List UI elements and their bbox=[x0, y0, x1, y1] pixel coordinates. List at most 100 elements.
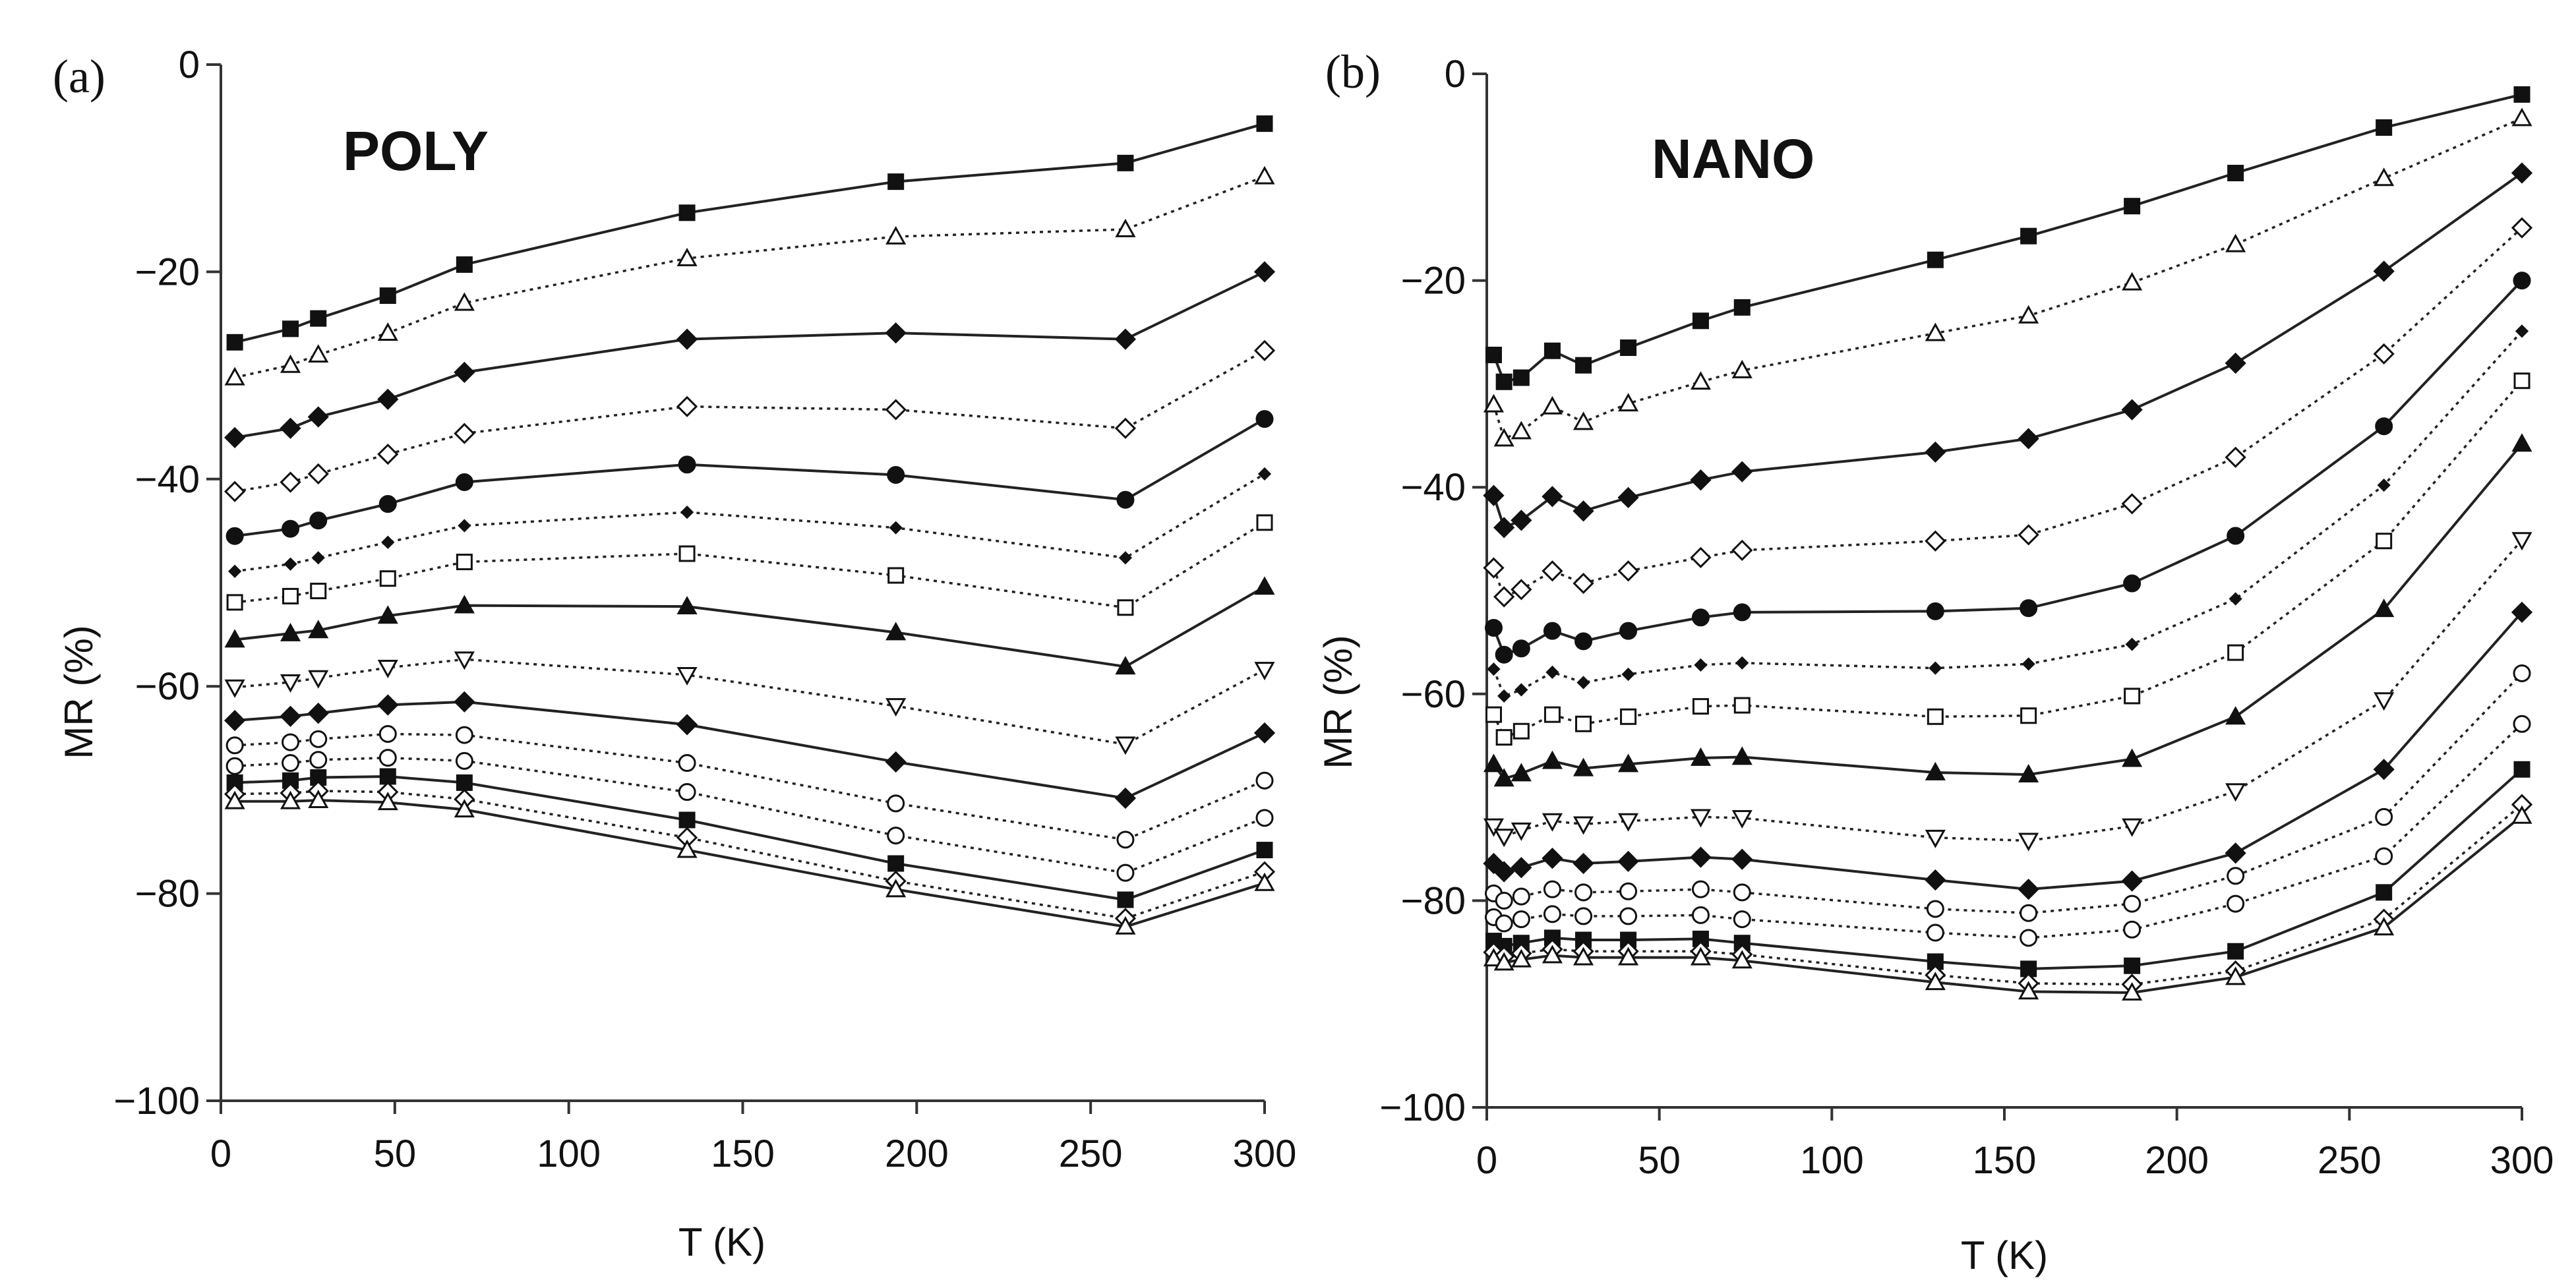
data-point bbox=[224, 366, 245, 386]
data-point bbox=[1485, 346, 1502, 363]
data-point bbox=[2020, 929, 2038, 947]
data-point bbox=[1690, 747, 1712, 766]
data-point bbox=[1926, 923, 1944, 942]
data-point bbox=[1256, 842, 1273, 859]
data-point bbox=[454, 361, 475, 384]
data-point bbox=[309, 730, 328, 748]
data-point bbox=[1115, 656, 1136, 675]
data-point bbox=[1255, 771, 1274, 790]
data-point bbox=[1694, 658, 1708, 672]
data-point bbox=[1574, 883, 1593, 902]
data-point bbox=[1925, 441, 1946, 463]
y-tick-label: −20 bbox=[135, 250, 200, 293]
y-tick-label: −100 bbox=[113, 1080, 200, 1123]
series-1 bbox=[226, 115, 1273, 351]
data-point bbox=[224, 481, 246, 502]
data-point bbox=[2513, 272, 2531, 290]
data-point bbox=[2125, 637, 2139, 651]
data-point bbox=[885, 751, 907, 773]
data-point bbox=[2018, 833, 2039, 852]
data-point bbox=[2511, 433, 2532, 452]
data-point bbox=[227, 564, 242, 578]
data-point bbox=[311, 551, 325, 565]
x-tick-label: 150 bbox=[711, 1132, 775, 1175]
y-tick-label: −40 bbox=[1401, 466, 1466, 509]
data-point bbox=[378, 495, 397, 513]
data-point bbox=[2376, 533, 2393, 550]
y-tick-label: −20 bbox=[1401, 260, 1466, 303]
y-tick-label: −80 bbox=[1401, 879, 1466, 922]
y-tick-label: 0 bbox=[179, 44, 200, 86]
data-point bbox=[282, 320, 299, 337]
data-point bbox=[1483, 948, 1505, 967]
data-point bbox=[2376, 119, 2393, 136]
x-axis-label: T (K) bbox=[1961, 1233, 2048, 1277]
data-point bbox=[280, 471, 301, 493]
data-point bbox=[1118, 551, 1133, 565]
data-point bbox=[1731, 848, 1753, 870]
series-11 bbox=[225, 725, 1274, 849]
data-point bbox=[676, 839, 698, 858]
data-point bbox=[226, 334, 243, 351]
data-point bbox=[1542, 750, 1563, 769]
series-3 bbox=[1483, 162, 2533, 539]
x-tick-label: 200 bbox=[885, 1132, 949, 1175]
data-point bbox=[1543, 342, 1561, 359]
data-point bbox=[377, 443, 399, 465]
data-point bbox=[454, 651, 475, 670]
data-point bbox=[887, 827, 905, 845]
chart-title-poly: POLY bbox=[343, 120, 489, 182]
data-point bbox=[379, 287, 396, 305]
data-point bbox=[308, 620, 329, 639]
data-point bbox=[2018, 879, 2039, 900]
data-point bbox=[1511, 763, 1532, 782]
data-point bbox=[2124, 687, 2141, 705]
data-point bbox=[378, 749, 397, 767]
series-4 bbox=[224, 339, 1276, 502]
y-tick-label: −60 bbox=[1401, 673, 1466, 716]
series-2 bbox=[1483, 107, 2532, 447]
data-point bbox=[377, 660, 398, 678]
x-tick-label: 250 bbox=[2318, 1139, 2381, 1182]
data-point bbox=[1925, 761, 1946, 780]
data-point bbox=[308, 344, 329, 363]
data-point bbox=[1573, 500, 1594, 522]
data-point bbox=[378, 725, 397, 744]
data-point bbox=[1484, 618, 1503, 637]
data-point bbox=[1511, 822, 1532, 841]
data-point bbox=[455, 473, 473, 492]
data-point bbox=[1255, 809, 1274, 827]
data-point bbox=[2513, 715, 2531, 733]
data-point bbox=[454, 292, 475, 311]
data-point bbox=[1115, 218, 1136, 237]
data-point bbox=[225, 757, 244, 775]
data-point bbox=[1733, 603, 1751, 622]
data-point bbox=[1513, 722, 1530, 740]
data-point bbox=[310, 583, 327, 600]
data-point bbox=[1925, 972, 1946, 991]
data-point bbox=[2018, 981, 2039, 1000]
data-point bbox=[1254, 872, 1275, 891]
series-1 bbox=[1485, 86, 2531, 390]
series-11 bbox=[1484, 664, 2531, 922]
data-point bbox=[2376, 884, 2393, 901]
data-point bbox=[1617, 486, 1639, 509]
data-point bbox=[2018, 428, 2039, 450]
series-8 bbox=[1483, 433, 2532, 787]
data-point bbox=[2373, 343, 2395, 365]
data-point bbox=[676, 395, 698, 417]
data-point bbox=[1254, 576, 1275, 595]
data-point bbox=[1116, 831, 1135, 849]
data-point bbox=[2225, 842, 2246, 864]
data-point bbox=[1116, 863, 1135, 882]
series-line bbox=[234, 521, 1265, 609]
data-point bbox=[2227, 644, 2244, 661]
data-point bbox=[454, 691, 475, 713]
data-point bbox=[1618, 393, 1639, 412]
data-point bbox=[1619, 622, 1638, 640]
data-point bbox=[1253, 722, 1276, 744]
data-point bbox=[1925, 869, 1946, 891]
series-line bbox=[1493, 672, 2523, 914]
data-point bbox=[1543, 622, 1561, 640]
data-point bbox=[2018, 524, 2039, 546]
